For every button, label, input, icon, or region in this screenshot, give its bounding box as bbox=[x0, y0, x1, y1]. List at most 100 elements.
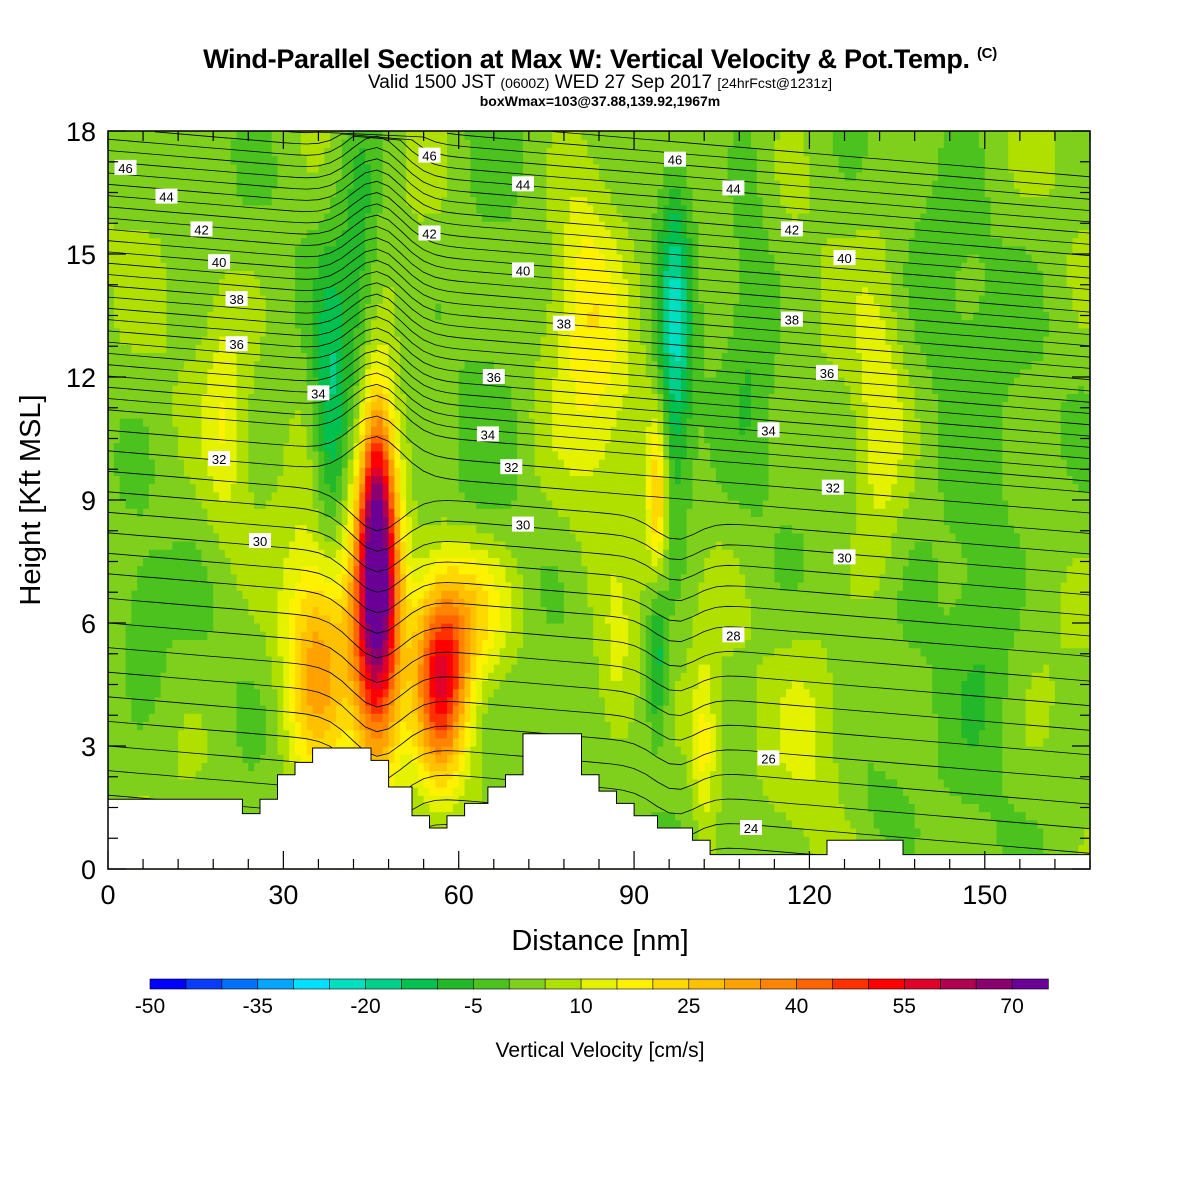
field-cell bbox=[312, 565, 320, 575]
field-cell bbox=[417, 213, 425, 222]
field-cell bbox=[382, 196, 390, 206]
field-cell bbox=[289, 368, 296, 378]
field-cell bbox=[423, 672, 431, 681]
field-cell bbox=[113, 213, 121, 222]
field-cell bbox=[330, 475, 337, 485]
field-cell bbox=[224, 303, 232, 312]
field-cell bbox=[365, 155, 372, 165]
field-cell bbox=[423, 541, 431, 550]
field-cell bbox=[306, 696, 314, 706]
field-cell bbox=[406, 172, 413, 181]
field-cell bbox=[108, 631, 115, 640]
field-cell bbox=[137, 327, 144, 337]
field-cell bbox=[300, 623, 308, 632]
field-cell bbox=[283, 368, 290, 378]
field-cell bbox=[277, 459, 284, 468]
field-cell bbox=[131, 319, 138, 329]
field-cell bbox=[148, 295, 156, 304]
field-cell bbox=[417, 688, 425, 698]
field-cell bbox=[148, 664, 156, 673]
field-cell bbox=[382, 598, 390, 608]
field-cell bbox=[207, 286, 214, 296]
field-cell bbox=[318, 557, 325, 567]
field-cell bbox=[289, 336, 296, 345]
field-cell bbox=[113, 131, 121, 140]
field-cell bbox=[417, 680, 425, 690]
field-cell bbox=[335, 713, 343, 722]
field-cell bbox=[324, 344, 331, 353]
field-cell bbox=[365, 319, 372, 329]
field-cell bbox=[137, 483, 144, 493]
field-cell bbox=[365, 418, 372, 427]
field-cell bbox=[143, 787, 150, 796]
field-cell bbox=[283, 180, 290, 189]
field-cell bbox=[178, 688, 185, 698]
field-cell bbox=[382, 475, 390, 485]
field-cell bbox=[295, 655, 302, 665]
field-cell bbox=[219, 614, 226, 624]
field-cell bbox=[236, 705, 244, 714]
field-cell bbox=[406, 262, 413, 271]
field-cell bbox=[108, 286, 115, 296]
field-cell bbox=[137, 475, 144, 485]
field-cell bbox=[119, 491, 127, 501]
field-cell bbox=[324, 721, 331, 731]
field-cell bbox=[271, 229, 279, 239]
field-cell bbox=[411, 295, 419, 304]
field-cell bbox=[417, 344, 425, 353]
field-cell bbox=[113, 237, 121, 247]
field-cell bbox=[172, 360, 179, 370]
field-cell bbox=[406, 737, 413, 747]
field-cell bbox=[183, 213, 191, 222]
field-cell bbox=[166, 590, 173, 599]
field-cell bbox=[125, 213, 132, 222]
field-cell bbox=[254, 557, 261, 567]
field-cell bbox=[154, 311, 162, 321]
field-cell bbox=[125, 467, 132, 476]
field-cell bbox=[207, 549, 214, 558]
field-cell bbox=[201, 377, 208, 386]
field-cell bbox=[388, 483, 396, 493]
field-cell bbox=[411, 401, 419, 411]
field-cell bbox=[224, 590, 232, 599]
field-cell bbox=[330, 450, 337, 460]
field-cell bbox=[148, 573, 156, 583]
field-cell bbox=[178, 385, 185, 394]
field-cell bbox=[201, 664, 208, 673]
field-cell bbox=[119, 754, 127, 763]
field-cell bbox=[201, 508, 208, 517]
field-cell bbox=[230, 245, 238, 255]
field-cell bbox=[224, 180, 232, 189]
field-cell bbox=[172, 311, 179, 321]
field-cell bbox=[265, 524, 273, 534]
field-cell bbox=[119, 623, 127, 632]
field-cell bbox=[148, 450, 156, 460]
field-cell bbox=[406, 286, 413, 296]
field-cell bbox=[230, 360, 238, 370]
field-cell bbox=[113, 196, 121, 206]
field-cell bbox=[289, 344, 296, 353]
field-cell bbox=[242, 754, 249, 763]
field-cell bbox=[417, 393, 425, 403]
field-cell bbox=[178, 713, 185, 722]
field-cell bbox=[125, 623, 132, 632]
field-cell bbox=[324, 303, 331, 312]
field-cell bbox=[172, 450, 179, 460]
field-cell bbox=[172, 746, 179, 755]
field-cell bbox=[131, 139, 138, 148]
field-cell bbox=[417, 770, 425, 780]
field-cell bbox=[254, 737, 261, 747]
field-cell bbox=[236, 500, 244, 509]
field-cell bbox=[376, 639, 384, 649]
field-cell bbox=[108, 221, 115, 230]
field-cell bbox=[148, 139, 156, 148]
field-cell bbox=[189, 147, 197, 157]
field-cell bbox=[224, 541, 232, 550]
field-cell bbox=[195, 442, 203, 452]
field-cell bbox=[388, 311, 396, 321]
field-cell bbox=[330, 631, 337, 640]
field-cell bbox=[154, 327, 162, 337]
field-cell bbox=[394, 442, 401, 452]
field-cell bbox=[423, 409, 431, 419]
field-cell bbox=[254, 713, 261, 722]
